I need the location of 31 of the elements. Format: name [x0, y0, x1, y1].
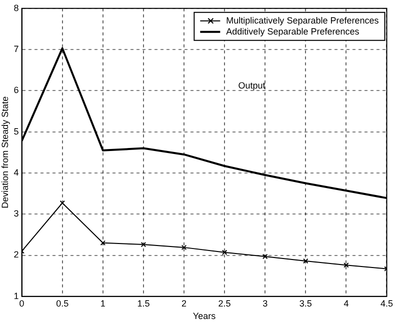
y-axis-title: Deviation from Steady State	[0, 96, 10, 208]
legend-label: Multiplicatively Separable Preferences	[226, 15, 380, 26]
x-tick-label: 1.5	[137, 298, 150, 308]
point	[344, 262, 349, 268]
y-tick-label: 5	[14, 126, 19, 136]
x-tick-label: 4.5	[380, 298, 393, 308]
x-tick-label: 3	[262, 298, 268, 308]
x-tick-label: 4	[344, 298, 349, 308]
x-tick-label: 3.5	[299, 298, 312, 308]
point	[140, 242, 146, 248]
annotation: Output	[238, 80, 266, 91]
point	[100, 240, 106, 246]
y-tick-label: 6	[14, 85, 19, 96]
point	[181, 244, 187, 250]
y-tick-label: 8	[14, 2, 19, 13]
point	[222, 250, 228, 255]
y-tick-label: 2	[14, 250, 19, 260]
x-tick-label: 2	[181, 298, 187, 308]
y-tick-label: 4	[14, 167, 19, 178]
x-axis-title: Years	[192, 311, 216, 322]
point	[60, 200, 65, 206]
point	[303, 258, 308, 264]
x-tick-label: 1	[100, 298, 106, 308]
y-tick-label: 7	[14, 44, 19, 54]
x-tick-label: 0.5	[56, 298, 69, 308]
x-tick-label: 0	[19, 298, 24, 308]
x-tick-label: 2.5	[218, 298, 231, 308]
y-tick-label: 3	[14, 208, 19, 219]
y-tick-label: 1	[14, 290, 19, 301]
point	[262, 254, 268, 260]
legend-label: Additively Separable Preferences	[226, 26, 360, 36]
